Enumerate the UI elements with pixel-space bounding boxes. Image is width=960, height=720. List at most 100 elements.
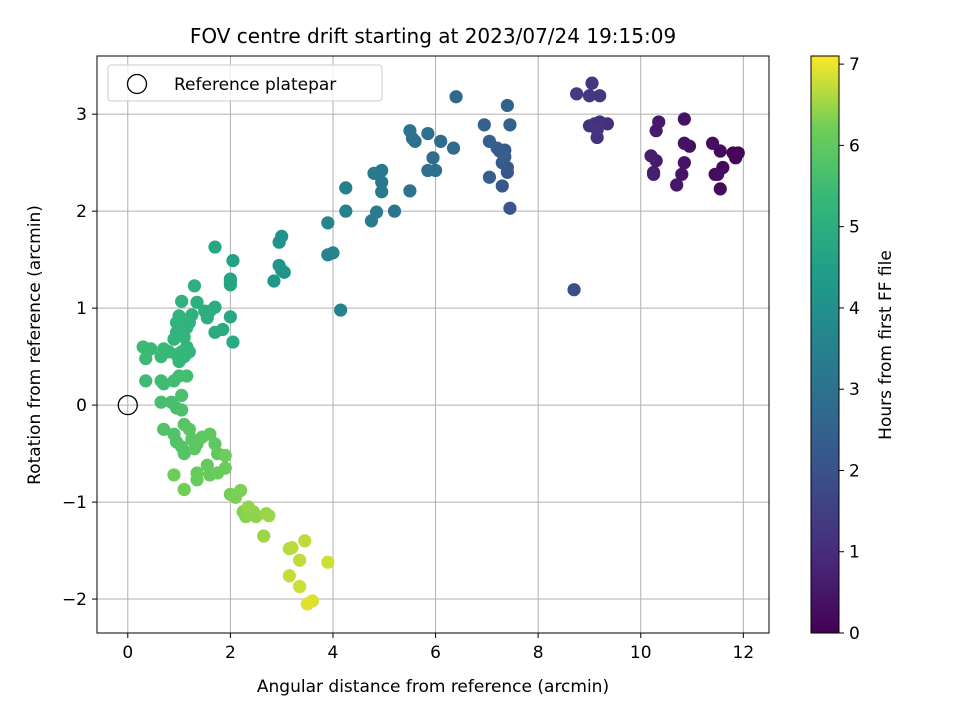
data-point xyxy=(177,482,191,497)
data-point xyxy=(223,278,237,292)
y-tick-label: −2 xyxy=(62,590,87,610)
data-point xyxy=(503,118,517,132)
y-tick-label: 0 xyxy=(76,396,87,416)
data-point xyxy=(477,118,491,132)
data-point xyxy=(262,509,276,523)
legend-reference-marker xyxy=(126,73,148,95)
plot-area-frame xyxy=(96,55,770,634)
x-tick-label: 0 xyxy=(122,643,133,663)
data-point xyxy=(157,422,171,436)
data-point xyxy=(234,483,248,498)
data-point xyxy=(711,167,725,181)
data-point xyxy=(226,335,240,349)
y-tick-label: 2 xyxy=(76,202,87,222)
x-tick-label: 8 xyxy=(533,643,544,663)
x-tick-label: 6 xyxy=(430,643,441,663)
data-point xyxy=(154,395,168,409)
data-point xyxy=(154,350,168,364)
data-point xyxy=(321,248,335,262)
data-point xyxy=(582,89,597,103)
data-point xyxy=(421,126,435,141)
data-point xyxy=(218,461,232,475)
data-point xyxy=(339,204,353,218)
reference-marker-layer xyxy=(117,394,138,416)
data-point xyxy=(139,351,153,366)
data-point xyxy=(403,124,417,138)
data-points xyxy=(136,76,745,611)
colorbar-label: Hours from first FF file xyxy=(876,250,896,440)
data-point xyxy=(367,166,381,180)
data-point xyxy=(226,254,240,268)
colorbar-tick-label: 2 xyxy=(849,461,860,481)
data-point xyxy=(646,167,661,181)
data-point xyxy=(249,510,263,524)
data-point xyxy=(136,340,150,354)
colorbar-tick-label: 5 xyxy=(849,218,860,238)
data-point xyxy=(175,294,189,308)
data-point xyxy=(300,597,314,611)
data-point xyxy=(644,149,658,163)
data-point xyxy=(267,274,281,288)
data-point xyxy=(446,141,461,155)
data-point xyxy=(285,541,299,555)
data-point xyxy=(482,134,497,148)
colorbar: 0 1 2 3 4 5 6 7 Hours from first FF file xyxy=(810,55,896,644)
data-point xyxy=(713,182,727,196)
data-point xyxy=(190,473,204,487)
data-point xyxy=(426,151,440,165)
colorbar-tick-label: 4 xyxy=(849,299,860,319)
data-point xyxy=(177,446,191,461)
data-point xyxy=(293,579,307,594)
data-point xyxy=(495,179,509,193)
x-tick-label: 10 xyxy=(630,643,652,663)
colorbar-tick-label: 1 xyxy=(849,543,860,563)
data-point xyxy=(649,124,663,138)
data-point xyxy=(498,150,512,164)
data-point xyxy=(169,316,184,330)
data-point xyxy=(670,178,684,192)
data-point xyxy=(187,279,202,293)
data-point xyxy=(241,500,255,514)
x-tick-label: 12 xyxy=(733,643,755,663)
data-point xyxy=(272,235,286,249)
data-point xyxy=(705,136,720,150)
data-point xyxy=(334,303,348,317)
data-point xyxy=(167,468,181,482)
data-point xyxy=(272,258,286,273)
colorbar-ticks: 0 1 2 3 4 5 6 7 xyxy=(839,55,860,644)
legend: Reference platepar xyxy=(107,64,383,102)
data-point xyxy=(449,90,463,104)
data-point xyxy=(567,283,581,297)
colorbar-tick-label: 7 xyxy=(849,55,860,75)
data-point xyxy=(218,448,232,463)
data-point xyxy=(677,156,691,170)
data-point xyxy=(434,134,448,148)
chart-title: FOV centre drift starting at 2023/07/24 … xyxy=(190,24,676,48)
data-point xyxy=(298,534,312,548)
data-point xyxy=(321,216,335,230)
data-point xyxy=(190,295,204,309)
data-point xyxy=(729,151,743,165)
y-axis-label: Rotation from reference (arcmin) xyxy=(25,205,45,485)
data-point xyxy=(223,310,237,324)
data-point xyxy=(677,136,691,150)
data-point xyxy=(198,304,212,318)
data-point xyxy=(593,89,607,103)
data-point xyxy=(282,569,296,583)
data-point xyxy=(257,529,271,543)
grid-lines xyxy=(97,56,769,633)
y-tick-label: −1 xyxy=(62,493,87,513)
y-tick-label: 1 xyxy=(76,299,87,319)
data-point xyxy=(500,98,514,113)
data-point xyxy=(167,332,181,346)
y-tick-label: 3 xyxy=(76,105,87,125)
data-point xyxy=(570,87,584,101)
data-point xyxy=(293,553,307,567)
x-tick-label: 4 xyxy=(328,643,339,663)
colorbar-tick-label: 3 xyxy=(849,380,860,400)
data-point xyxy=(208,325,222,339)
data-point xyxy=(403,184,417,198)
data-point xyxy=(139,374,153,388)
